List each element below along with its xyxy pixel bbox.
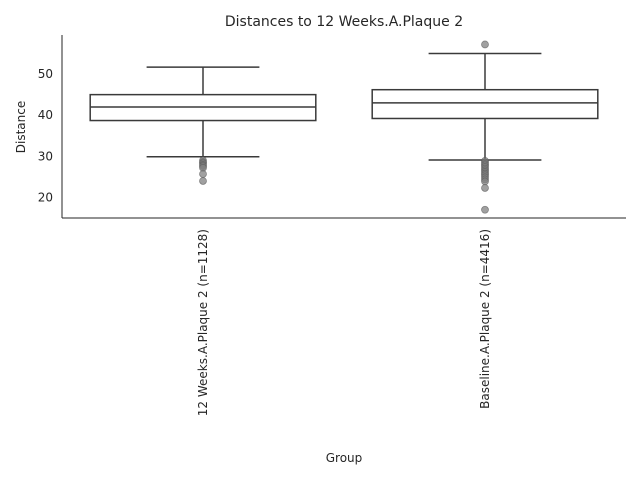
y-tick-label: 30 bbox=[38, 149, 53, 163]
x-axis-label: Group bbox=[326, 451, 363, 465]
outlier-point bbox=[481, 177, 489, 186]
y-axis-label: Distance bbox=[14, 101, 28, 153]
box-group bbox=[89, 66, 317, 185]
outlier-point bbox=[481, 205, 489, 214]
outlier-point bbox=[199, 177, 207, 185]
outlier-point bbox=[199, 170, 207, 178]
box-iqr bbox=[371, 88, 599, 120]
chart-title: Distances to 12 Weeks.A.Plaque 2 bbox=[225, 14, 463, 30]
x-tick-label: 12 Weeks.A.Plaque 2 (n=1128) bbox=[196, 229, 210, 416]
outlier-point bbox=[481, 40, 489, 49]
box-group bbox=[371, 40, 599, 214]
outlier-point bbox=[481, 184, 489, 192]
plot-marks bbox=[89, 40, 599, 214]
x-tick-label: Baseline.A.Plaque 2 (n=4416) bbox=[478, 229, 492, 409]
y-tick-label: 40 bbox=[38, 108, 53, 122]
y-tick-label: 20 bbox=[38, 190, 53, 204]
axes: 20 30 40 50 12 Weeks.A.Plaque 2 (n=1128) Base… bbox=[38, 35, 626, 416]
y-tick-label: 50 bbox=[38, 67, 53, 81]
